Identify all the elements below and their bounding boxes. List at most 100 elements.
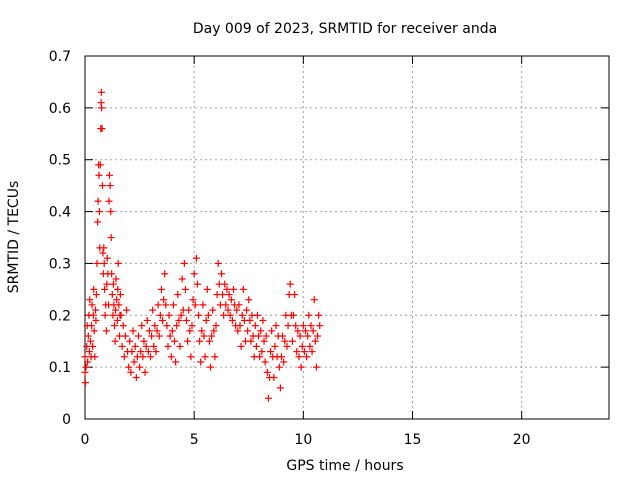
x-tick-label: 5 (190, 432, 199, 448)
data-point (105, 171, 113, 179)
data-point (256, 353, 264, 361)
data-point (145, 327, 153, 335)
data-point (222, 301, 230, 309)
data-point (116, 291, 124, 299)
data-point (81, 353, 89, 361)
data-point (202, 316, 210, 324)
data-point (247, 337, 255, 345)
data-point (214, 259, 222, 267)
y-tick-label: 0.7 (49, 49, 71, 65)
data-point (303, 353, 311, 361)
data-point (185, 306, 193, 314)
data-point (306, 342, 314, 350)
data-point (263, 368, 271, 376)
y-axis-label: SRMTID / TECUs (6, 181, 22, 294)
data-point (259, 316, 267, 324)
data-point (264, 394, 272, 402)
data-point (147, 353, 154, 361)
data-points (81, 88, 324, 402)
data-point (294, 327, 302, 335)
data-point (150, 342, 158, 350)
data-point (118, 342, 126, 350)
data-point (292, 322, 300, 330)
data-point (271, 342, 279, 350)
x-tick-label: 15 (404, 432, 422, 448)
data-point (315, 311, 323, 319)
data-point (217, 270, 225, 278)
data-point (83, 342, 91, 350)
data-point (201, 353, 209, 361)
data-point (188, 322, 196, 330)
data-point (91, 353, 99, 361)
data-point (154, 301, 162, 309)
data-point (252, 342, 260, 350)
data-point (81, 379, 89, 387)
data-point (183, 316, 191, 324)
ticks: 0 0.1 0.2 0.3 0.4 0.5 0.6 0.7 0 5 10 15 20 (49, 49, 609, 448)
data-point (105, 197, 113, 205)
data-point (89, 311, 97, 319)
data-point (295, 353, 303, 361)
data-point (136, 363, 144, 371)
data-point (110, 322, 118, 330)
data-point (86, 337, 94, 345)
data-point (212, 322, 220, 330)
data-point (89, 342, 97, 350)
data-point (316, 322, 324, 330)
data-point (190, 270, 198, 278)
data-point (275, 363, 283, 371)
data-point (199, 301, 207, 309)
data-point (233, 306, 241, 314)
data-point (177, 311, 185, 319)
data-point (244, 327, 252, 335)
data-point (117, 311, 125, 319)
data-point (239, 285, 247, 293)
data-point (98, 125, 106, 133)
data-point (172, 358, 180, 366)
y-tick-label: 0.6 (49, 101, 71, 117)
data-point (92, 316, 100, 324)
data-point (164, 342, 172, 350)
x-tick-label: 10 (294, 432, 312, 448)
data-point (84, 332, 92, 340)
data-point (236, 322, 244, 330)
data-point (178, 275, 186, 283)
data-point (229, 285, 237, 293)
data-point (155, 332, 163, 340)
data-point (283, 342, 291, 350)
data-point (103, 254, 111, 262)
data-point (86, 296, 94, 304)
data-point (260, 337, 268, 345)
data-point (208, 332, 216, 340)
data-point (102, 327, 110, 335)
data-point (219, 291, 227, 299)
data-point (305, 311, 313, 319)
data-point (112, 306, 120, 314)
data-point (98, 182, 106, 190)
data-point (151, 322, 159, 330)
data-point (159, 316, 167, 324)
data-point (149, 306, 157, 314)
data-point (122, 306, 130, 314)
data-point (94, 197, 102, 205)
data-point (176, 342, 184, 350)
data-point (308, 348, 316, 356)
data-point (171, 337, 179, 345)
data-point (101, 285, 109, 293)
data-point (211, 353, 219, 361)
data-point (134, 332, 142, 340)
data-point (114, 259, 122, 267)
data-point (137, 348, 145, 356)
data-point (162, 301, 170, 309)
data-point (209, 306, 217, 314)
y-tick-label: 0.5 (49, 153, 71, 169)
data-point (99, 249, 107, 257)
data-point (169, 301, 177, 309)
y-tick-label: 0 (62, 412, 71, 428)
data-point (191, 301, 199, 309)
data-point (112, 275, 120, 283)
data-point (291, 291, 299, 299)
data-point (95, 171, 103, 179)
data-point (165, 311, 173, 319)
data-point (139, 353, 147, 361)
